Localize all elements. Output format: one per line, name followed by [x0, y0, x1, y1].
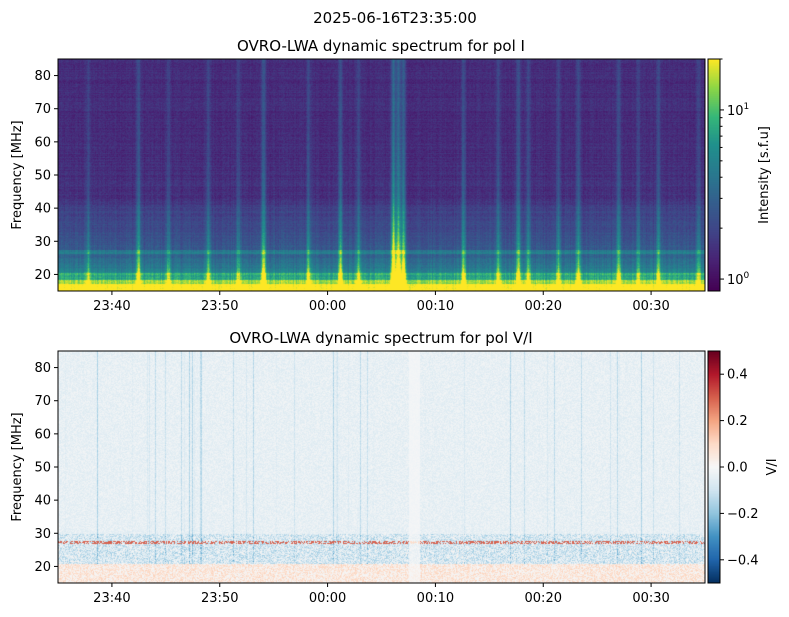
colorbar-tick-label: 100	[727, 271, 750, 288]
y-tick-label: 20	[34, 560, 51, 575]
colorbar-tick-label: 0.0	[727, 461, 748, 476]
x-tick-label: 00:00	[309, 591, 346, 606]
x-tick-label: 00:10	[417, 591, 454, 606]
colorbar-tick-label: −0.4	[727, 553, 759, 568]
y-tick-label: 40	[34, 494, 51, 509]
pol-i-heatmap	[58, 59, 705, 291]
y-tick-label: 30	[34, 527, 51, 542]
x-tick-label: 00:10	[417, 299, 454, 314]
panel-pol-i-title: OVRO-LWA dynamic spectrum for pol I	[237, 37, 525, 55]
pol-i-y-ticks: 20 30 40 50 60 70 80	[34, 69, 58, 283]
pol-vi-colorbar-ticks: 0.4 0.2 0.0 −0.2 −0.4	[720, 368, 759, 568]
y-tick-label: 20	[34, 268, 51, 283]
pol-vi-ylabel: Frequency [MHz]	[10, 412, 25, 521]
pol-i-colorbar-frame	[707, 58, 721, 292]
figure-suptitle: 2025-06-16T23:35:00	[313, 9, 477, 27]
panel-pol-i: OVRO-LWA dynamic spectrum for pol I Freq…	[10, 37, 772, 314]
x-tick-label: 23:50	[201, 591, 238, 606]
y-tick-label: 30	[34, 235, 51, 250]
colorbar-tick-label: 0.2	[727, 414, 748, 429]
colorbar-tick-label: −0.2	[727, 507, 759, 522]
y-tick-label: 70	[34, 394, 51, 409]
pol-i-colorbar-ticks: 100 101	[720, 58, 750, 288]
y-tick-label: 50	[34, 461, 51, 476]
y-tick-label: 40	[34, 202, 51, 217]
panel-pol-vi-title: OVRO-LWA dynamic spectrum for pol V/I	[229, 329, 532, 347]
y-tick-label: 60	[34, 135, 51, 150]
x-tick-label: 00:20	[525, 299, 562, 314]
pol-vi-colorbar	[708, 351, 720, 583]
x-tick-label: 23:40	[93, 299, 130, 314]
pol-i-colorbar	[708, 59, 720, 291]
pol-vi-x-ticks: 23:40 23:50 00:00 00:10 00:20 00:30	[93, 583, 670, 606]
y-tick-label: 80	[34, 361, 51, 376]
panel-pol-vi: OVRO-LWA dynamic spectrum for pol V/I Fr…	[10, 329, 780, 606]
pol-i-colorbar-label: Intensity [s.f.u]	[757, 126, 772, 224]
x-tick-label: 23:40	[93, 591, 130, 606]
pol-i-x-ticks: 23:40 23:50 00:00 00:10 00:20 00:30	[93, 291, 670, 314]
x-tick-label: 00:30	[632, 299, 669, 314]
y-tick-label: 50	[34, 169, 51, 184]
colorbar-tick-label: 0.4	[727, 368, 748, 383]
x-tick-label: 00:30	[632, 591, 669, 606]
x-tick-label: 00:00	[309, 299, 346, 314]
pol-vi-heatmap	[58, 351, 705, 583]
x-tick-label: 00:20	[525, 591, 562, 606]
pol-vi-colorbar-label: V/I	[765, 458, 780, 475]
y-tick-label: 70	[34, 102, 51, 117]
y-tick-label: 60	[34, 427, 51, 442]
pol-i-ylabel: Frequency [MHz]	[10, 120, 25, 229]
x-tick-label: 23:50	[201, 299, 238, 314]
colorbar-tick-label: 101	[727, 102, 749, 119]
y-tick-label: 80	[34, 69, 51, 84]
pol-vi-y-ticks: 20 30 40 50 60 70 80	[34, 361, 58, 575]
